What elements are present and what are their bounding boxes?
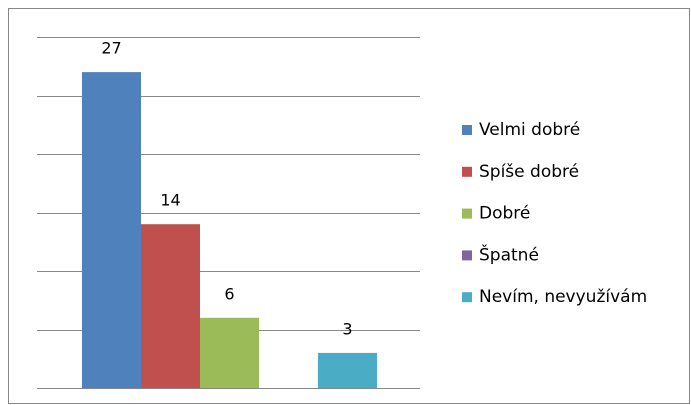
legend-label: Špatné — [479, 243, 539, 265]
bar — [141, 224, 200, 388]
legend-swatch — [462, 250, 472, 261]
value-label: 27 — [101, 39, 121, 58]
value-label: 6 — [224, 284, 234, 303]
legend-swatch — [462, 125, 472, 135]
legend-swatch — [462, 166, 472, 177]
bar — [82, 72, 141, 388]
value-label: 14 — [160, 191, 180, 210]
legend-swatch — [462, 208, 472, 219]
legend-swatch — [462, 292, 472, 303]
bar — [318, 352, 377, 388]
legend-label: Velmi dobré — [479, 120, 580, 140]
legend-label: Nevím, nevyužívám — [479, 287, 647, 307]
legend-label: Spíše dobré — [479, 162, 579, 182]
legend-label: Dobré — [479, 204, 530, 224]
value-label: 3 — [342, 319, 352, 338]
bar — [200, 317, 259, 388]
